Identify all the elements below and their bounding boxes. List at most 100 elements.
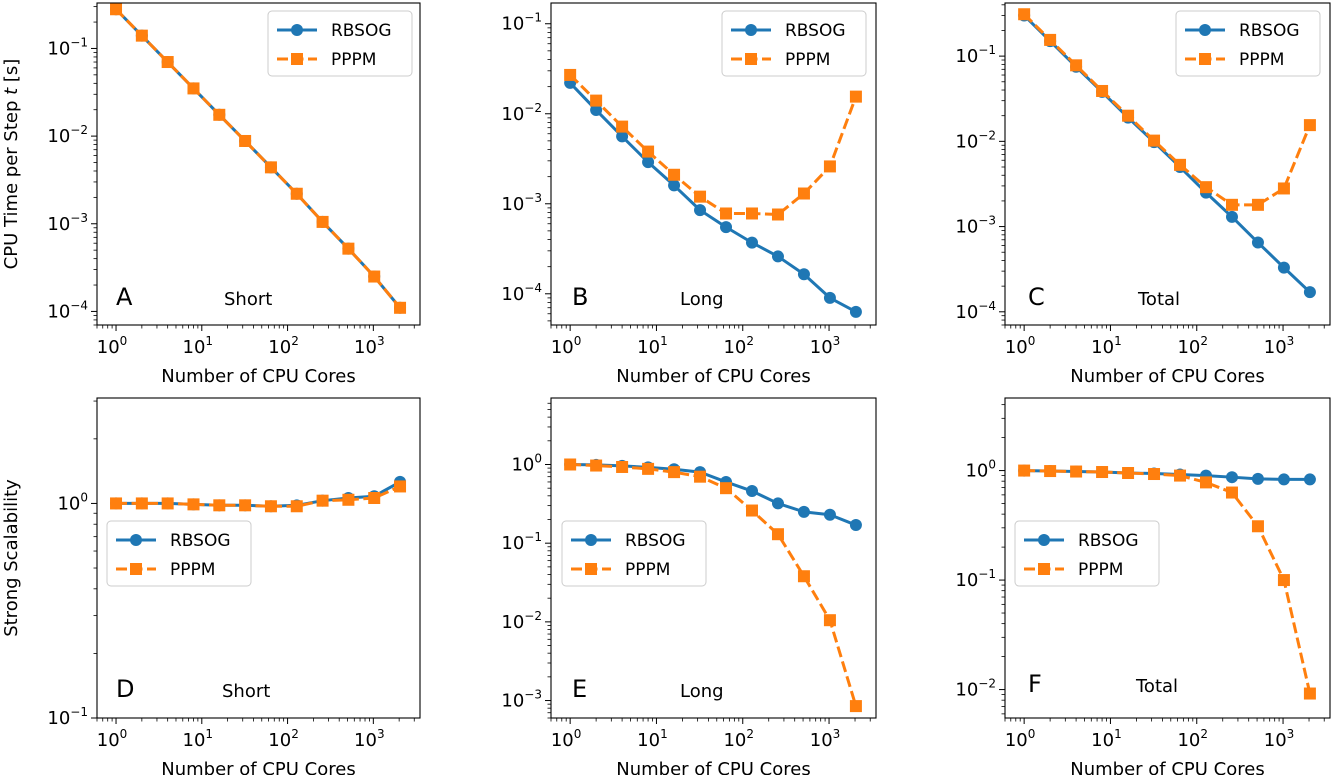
- data-point-pppm: [590, 94, 603, 107]
- y-tick-label: 10−4: [501, 281, 542, 305]
- data-point-pppm: [110, 3, 123, 16]
- panel-annotation: Total: [1137, 289, 1180, 310]
- data-point-pppm: [823, 160, 836, 173]
- data-point-rbsog: [1277, 473, 1290, 486]
- data-point-rbsog: [823, 291, 836, 304]
- y-tick-label: 100: [965, 458, 996, 482]
- data-point-pppm: [797, 187, 810, 200]
- data-point-pppm: [1018, 8, 1031, 21]
- x-axis-label: Number of CPU Cores: [1070, 759, 1264, 775]
- x-tick-label: 103: [810, 727, 841, 751]
- data-point-pppm: [290, 187, 303, 200]
- data-point-pppm: [110, 497, 123, 510]
- y-tick-label: 10−2: [501, 609, 542, 633]
- legend: RBSOG PPPM: [721, 10, 867, 77]
- legend-label-rbsog: RBSOG: [170, 531, 231, 551]
- x-tick-label: 101: [183, 727, 214, 751]
- data-point-pppm: [1122, 109, 1135, 122]
- data-point-pppm: [1225, 198, 1238, 211]
- data-point-pppm: [1018, 464, 1031, 477]
- data-point-pppm: [1251, 520, 1264, 533]
- data-point-pppm: [642, 145, 655, 158]
- y-axis-label: Strong Scalability: [1, 479, 22, 637]
- legend-marker-pppm: [291, 53, 303, 65]
- data-point-pppm: [616, 460, 629, 473]
- legend: RBSOG PPPM: [561, 520, 707, 587]
- data-point-pppm: [1225, 486, 1238, 499]
- series-group: [110, 475, 407, 513]
- legend-label-pppm: PPPM: [785, 50, 830, 70]
- legend-marker-pppm: [130, 563, 142, 575]
- series-line-rbsog: [570, 462, 857, 527]
- data-point-pppm: [694, 190, 707, 203]
- x-tick-label: 101: [1091, 727, 1122, 751]
- data-point-pppm: [213, 499, 226, 512]
- plot-frame: [96, 2, 421, 326]
- data-point-pppm: [1044, 465, 1057, 478]
- panel-e: 100 101 102 103 10−3 10−2 10−1 100 Number of CPU…: [501, 397, 877, 775]
- data-point-pppm: [1096, 84, 1109, 97]
- data-point-rbsog: [694, 204, 707, 217]
- x-tick-label: 103: [810, 334, 841, 358]
- data-point-pppm: [849, 700, 862, 713]
- x-tick-label: 102: [723, 334, 754, 358]
- legend-box: [1175, 10, 1321, 77]
- panel-f: 100 101 102 103 10−2 10−1 100 Number of CPU Cor…: [955, 397, 1331, 775]
- data-point-pppm: [1148, 134, 1161, 147]
- data-point-pppm: [1277, 574, 1290, 587]
- y-tick-label: 10−4: [955, 299, 996, 323]
- data-point-pppm: [1277, 182, 1290, 195]
- x-tick-label: 100: [97, 334, 128, 358]
- x-tick-label: 102: [1177, 727, 1208, 751]
- minor-ticks: [547, 402, 871, 722]
- legend-marker-rbsog: [745, 24, 757, 36]
- data-point-pppm: [694, 470, 707, 483]
- panel-c: 100 101 102 103 10−4 10−3 10−2 10−1 Number of CP…: [955, 2, 1331, 387]
- y-tick-label: 10−3: [501, 191, 542, 215]
- legend-box: [267, 10, 413, 77]
- data-point-pppm: [187, 82, 200, 95]
- x-tick-label: 103: [1264, 727, 1295, 751]
- data-point-rbsog: [745, 236, 758, 249]
- y-tick-label: 10−3: [501, 688, 542, 712]
- data-point-pppm: [616, 120, 629, 133]
- x-tick-label: 102: [723, 727, 754, 751]
- series-group: [564, 458, 862, 713]
- data-point-pppm: [290, 500, 303, 513]
- data-point-pppm: [368, 492, 381, 505]
- data-point-pppm: [239, 134, 252, 147]
- series-group: [1018, 8, 1316, 299]
- series-group: [110, 3, 407, 314]
- legend-marker-pppm: [585, 563, 597, 575]
- y-tick-label: 100: [511, 451, 542, 475]
- data-point-pppm: [239, 499, 252, 512]
- panel-letter: A: [116, 283, 133, 311]
- data-point-rbsog: [771, 497, 784, 510]
- data-point-pppm: [1199, 181, 1212, 194]
- series-line-pppm: [569, 73, 858, 216]
- x-tick-label: 103: [354, 727, 385, 751]
- panel-letter: B: [572, 283, 588, 311]
- plot-frame: [550, 397, 877, 719]
- x-tick-label: 101: [637, 727, 668, 751]
- data-point-pppm: [564, 458, 577, 471]
- data-point-pppm: [1251, 198, 1264, 211]
- legend: RBSOG PPPM: [267, 10, 413, 77]
- series-line-rbsog: [116, 480, 401, 508]
- data-point-rbsog: [771, 250, 784, 263]
- panel-letter: C: [1028, 283, 1045, 311]
- data-point-pppm: [720, 207, 733, 220]
- data-point-rbsog: [1303, 286, 1316, 299]
- data-point-pppm: [590, 459, 603, 472]
- plot-frame: [1004, 397, 1331, 719]
- y-tick-label: 10−1: [501, 530, 542, 554]
- minor-ticks: [93, 6, 415, 329]
- data-point-rbsog: [797, 505, 810, 518]
- data-point-pppm: [1174, 469, 1187, 482]
- legend-marker-pppm: [1038, 563, 1050, 575]
- legend-label-pppm: PPPM: [625, 560, 670, 580]
- minor-ticks: [1001, 4, 1325, 329]
- y-tick-label: 10−2: [47, 123, 88, 147]
- data-point-pppm: [668, 168, 681, 181]
- series-group: [564, 68, 862, 318]
